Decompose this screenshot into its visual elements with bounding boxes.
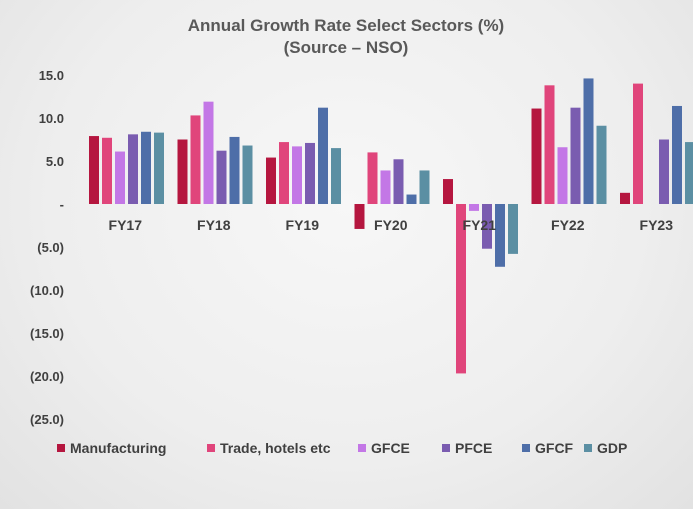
y-tick-label: 10.0 [39,111,64,126]
bar-gdp-fy18 [242,145,253,204]
chart-title: Annual Growth Rate Select Sectors (%) [188,16,504,35]
x-axis-category-labels: FY17 FY18 FY19 FY20 FY21 FY22 FY23 [109,217,674,233]
x-category-label: FY19 [286,217,320,233]
bar-gfcf-fy22 [583,78,594,204]
bar-gfcf-fy21 [495,204,505,267]
y-tick-label: (5.0) [37,240,64,255]
bar-gfcf-fy18 [229,136,240,204]
bar-gfce-fy22 [557,147,568,204]
chart-legend: Manufacturing Trade, hotels etc GFCE PFCE GF… [57,440,627,456]
x-category-label: FY23 [640,217,674,233]
bar-gfcf-fy17 [141,131,151,204]
bar-trade-hotels-etc-fy23 [633,83,643,204]
bar-manufacturing-fy22 [531,108,542,204]
y-tick-label: (25.0) [30,412,64,427]
y-tick-label: (20.0) [30,369,64,384]
bar-gfce-fy17 [115,151,125,204]
legend-label: Trade, hotels etc [220,440,331,456]
bar-gfce-fy18 [203,101,214,204]
x-category-label: FY22 [551,217,585,233]
legend-label: GDP [597,440,627,456]
bar-gfcf-fy20 [406,194,417,204]
legend-label: GFCE [371,440,410,456]
bar-pfce-fy18 [216,150,227,204]
bar-trade-hotels-etc-fy20 [367,152,378,204]
legend-swatch [522,444,530,452]
bar-pfce-fy20 [393,159,404,204]
legend-label: PFCE [455,440,492,456]
bar-trade-hotels-etc-fy19 [279,142,289,204]
bar-gfce-fy20 [380,170,391,204]
bar-gfcf-fy23 [672,105,682,204]
x-category-label: FY18 [197,217,231,233]
x-category-label: FY20 [374,217,408,233]
chart-subtitle: (Source – NSO) [284,38,409,57]
bar-manufacturing-fy18 [177,139,188,204]
x-category-label: FY17 [109,217,143,233]
bar-manufacturing-fy17 [89,136,99,204]
bar-trade-hotels-etc-fy18 [190,115,201,204]
legend-label: Manufacturing [70,440,166,456]
bar-pfce-fy17 [128,134,138,204]
bar-trade-hotels-etc-fy21 [456,204,466,374]
y-tick-label: - [60,197,64,212]
y-axis-tick-labels: 15.0 10.0 5.0 - (5.0) (10.0) (15.0) (20.0) (25.0… [30,68,64,427]
bar-pfce-fy23 [659,139,669,204]
bar-gdp-fy22 [596,125,607,204]
bar-pfce-fy22 [570,107,581,204]
bar-manufacturing-fy21 [443,179,453,204]
bar-manufacturing-fy23 [620,192,630,204]
bar-pfce-fy21 [482,204,492,249]
legend-swatch [584,444,592,452]
y-tick-label: 15.0 [39,68,64,83]
bar-gdp-fy20 [419,170,430,204]
bar-manufacturing-fy19 [266,157,276,204]
bar-gdp-fy19 [331,148,341,204]
bar-gdp-fy21 [508,204,518,254]
bar-trade-hotels-etc-fy22 [544,85,555,204]
legend-swatch [442,444,450,452]
y-tick-label: (10.0) [30,283,64,298]
bar-gfcf-fy19 [318,107,328,204]
legend-label: GFCF [535,440,574,456]
y-tick-label: (15.0) [30,326,64,341]
y-tick-label: 5.0 [46,154,64,169]
bar-gdp-fy17 [154,132,164,204]
bar-manufacturing-fy20 [354,204,365,229]
bar-pfce-fy19 [305,142,315,204]
bar-gfce-fy21 [469,204,479,211]
legend-swatch [57,444,65,452]
bar-gdp-fy23 [685,142,693,204]
x-category-label: FY21 [463,217,497,233]
bar-gfce-fy19 [292,146,302,204]
legend-swatch [358,444,366,452]
bar-series-group [89,78,693,374]
bar-trade-hotels-etc-fy17 [102,137,112,204]
legend-swatch [207,444,215,452]
